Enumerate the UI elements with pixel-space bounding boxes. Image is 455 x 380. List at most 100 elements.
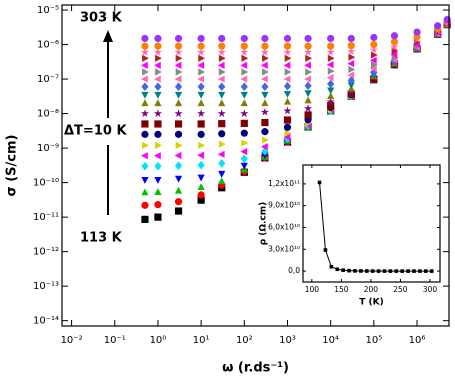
data-point bbox=[140, 152, 148, 160]
data-point bbox=[174, 186, 183, 194]
data-point bbox=[240, 34, 248, 43]
data-point bbox=[175, 141, 183, 149]
data-point bbox=[197, 130, 205, 138]
data-point bbox=[260, 143, 268, 151]
data-point bbox=[283, 133, 291, 141]
data-point bbox=[217, 109, 226, 118]
data-point bbox=[284, 68, 292, 76]
data-point bbox=[217, 47, 226, 56]
data-point bbox=[197, 75, 204, 83]
data-point bbox=[327, 54, 335, 62]
data-point bbox=[348, 65, 356, 74]
x-tick-label: 100 bbox=[305, 285, 320, 294]
annotation-group: 303 K ΔT=10 K 113 K bbox=[64, 11, 127, 246]
data-point bbox=[141, 99, 149, 107]
data-point bbox=[218, 120, 226, 128]
x-tick-label: 10⁰ bbox=[150, 335, 167, 346]
data-point bbox=[140, 47, 150, 56]
data-point bbox=[261, 34, 269, 43]
y-tick-label: 9,0x10¹⁰ bbox=[268, 201, 300, 210]
data-point bbox=[326, 61, 334, 69]
data-point bbox=[154, 176, 162, 184]
data-point bbox=[174, 198, 183, 206]
data-point bbox=[283, 81, 292, 91]
data-point bbox=[304, 81, 312, 91]
data-point bbox=[240, 61, 248, 69]
data-point bbox=[303, 104, 313, 113]
data-point bbox=[240, 75, 248, 83]
y-tick-label: 3,0x10¹⁰ bbox=[268, 244, 300, 253]
data-point bbox=[283, 97, 292, 105]
data-point bbox=[370, 269, 375, 273]
data-point bbox=[434, 22, 442, 30]
data-point bbox=[370, 40, 378, 49]
data-point bbox=[418, 269, 422, 273]
data-point bbox=[154, 201, 162, 209]
data-point bbox=[140, 75, 148, 83]
data-point bbox=[261, 82, 269, 92]
data-point bbox=[326, 97, 335, 106]
data-point bbox=[142, 68, 149, 76]
data-point bbox=[153, 75, 161, 83]
data-point bbox=[283, 42, 292, 50]
x-tick-label: 10⁵ bbox=[365, 335, 382, 346]
data-point bbox=[141, 42, 149, 50]
data-point bbox=[141, 130, 149, 138]
data-point bbox=[424, 269, 428, 273]
data-point bbox=[369, 45, 378, 54]
data-point bbox=[347, 47, 356, 55]
data-point bbox=[197, 120, 205, 128]
data-point bbox=[154, 91, 162, 99]
data-point bbox=[174, 75, 182, 83]
data-point bbox=[142, 54, 149, 62]
data-point bbox=[347, 76, 355, 85]
inset-background bbox=[303, 165, 440, 282]
data-point bbox=[197, 160, 205, 170]
data-point bbox=[348, 53, 356, 61]
data-point bbox=[364, 269, 369, 273]
data-point bbox=[197, 34, 205, 43]
data-point bbox=[347, 71, 355, 79]
data-point bbox=[154, 82, 162, 92]
data-point bbox=[240, 119, 248, 127]
data-point bbox=[443, 15, 451, 24]
data-point bbox=[197, 151, 204, 159]
data-point bbox=[260, 47, 270, 56]
data-point bbox=[394, 269, 399, 273]
data-point bbox=[305, 54, 313, 62]
data-point bbox=[304, 96, 312, 104]
data-point bbox=[154, 130, 162, 138]
data-point bbox=[174, 109, 183, 118]
data-point bbox=[154, 120, 162, 128]
y-tick-label: 10⁻¹¹ bbox=[33, 212, 59, 223]
data-point bbox=[218, 130, 226, 138]
data-point bbox=[304, 90, 312, 98]
y-tick-label: 6,0x10¹⁰ bbox=[268, 222, 300, 231]
data-point bbox=[218, 68, 226, 76]
data-point bbox=[153, 47, 163, 56]
data-point bbox=[174, 42, 183, 50]
data-point bbox=[198, 68, 206, 76]
data-point bbox=[174, 91, 183, 99]
data-point bbox=[141, 176, 149, 184]
data-point bbox=[304, 61, 311, 69]
data-point bbox=[175, 54, 183, 62]
data-point bbox=[240, 91, 248, 99]
data-point bbox=[174, 207, 183, 215]
data-point bbox=[370, 67, 378, 77]
y-tick-label: 10⁻¹² bbox=[33, 247, 59, 258]
data-point bbox=[335, 267, 340, 272]
data-point bbox=[240, 162, 248, 170]
data-point bbox=[155, 54, 162, 62]
annotation: 303 K bbox=[80, 11, 123, 26]
data-point bbox=[197, 42, 205, 50]
y-tick-label: 10⁻¹³ bbox=[33, 281, 59, 292]
data-point bbox=[261, 99, 269, 107]
data-point bbox=[305, 68, 313, 76]
data-point bbox=[261, 118, 269, 127]
data-point bbox=[174, 151, 182, 160]
data-point bbox=[369, 65, 377, 73]
data-point bbox=[141, 215, 149, 223]
data-point bbox=[241, 68, 249, 76]
x-tick-label: 300 bbox=[423, 285, 438, 294]
